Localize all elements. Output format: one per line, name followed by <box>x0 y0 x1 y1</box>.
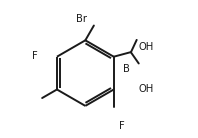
Text: OH: OH <box>139 84 154 95</box>
Text: F: F <box>32 51 38 61</box>
Text: B: B <box>123 64 130 74</box>
Text: F: F <box>119 121 125 131</box>
Text: OH: OH <box>139 42 154 52</box>
Text: Br: Br <box>76 14 87 24</box>
